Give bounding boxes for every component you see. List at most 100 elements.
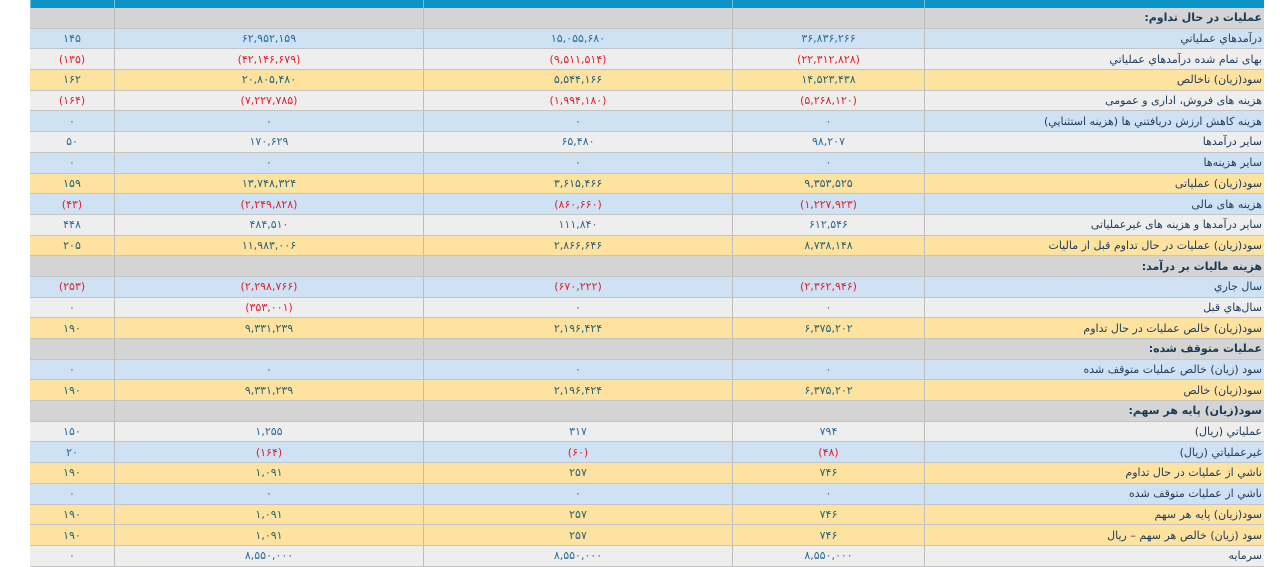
- value-period-3: ۱۱,۹۸۳,۰۰۶: [114, 235, 423, 256]
- change-percent: ۰: [69, 487, 75, 501]
- table-row: سود(زیان) خالص ۶,۳۷۵,۲۰۲ ۲,۱۹۶,۴۲۴ ۹,۳۳۱,۲۳…: [30, 380, 1264, 402]
- table-row: بهای تمام شده درآمدهاي عملياتي (۲۲,۳۱۲,۸۲…: [30, 49, 1264, 71]
- value-period-1: ۷۴۶: [732, 504, 924, 525]
- value-period-3: ۰: [114, 359, 423, 380]
- row-label: ناشي از عمليات در حال تداوم: [924, 463, 1264, 483]
- change-percent: ۰: [69, 156, 75, 170]
- section-header-row: هزینه مالیات بر درآمد:: [30, 256, 1264, 277]
- row-label: سود (زيان) خالص هر سهم – ريال: [924, 525, 1264, 545]
- table-row: سرمايه ۸,۵۵۰,۰۰۰ ۸,۵۵۰,۰۰۰ ۸,۵۵۰,۰۰۰ ۰: [30, 545, 1264, 567]
- row-label: سال جاري: [924, 276, 1264, 297]
- table-row: سایر درآمدها و هزینه های غیرعملیاتی ۶۱۲,۵…: [30, 214, 1264, 236]
- table-row: سود(زیان) خالص عملیات در حال تداوم ۶,۳۷۵,…: [30, 318, 1264, 339]
- table-row: سود(زیان) ناخالص ۱۴,۵۲۳,۴۳۸ ۵,۵۴۴,۱۶۶ ۲۰,۸۰…: [30, 70, 1264, 91]
- value-period-2: ۱۵,۰۵۵,۶۸۰: [423, 28, 732, 49]
- table-row: غيرعملياتي (ريال) (۴۸) (۶۰) (۱۶۴) ۲۰: [30, 442, 1264, 464]
- value-period-2: [423, 8, 732, 28]
- value-period-3: (۴۲,۱۴۶,۶۷۹): [114, 49, 423, 70]
- change-percent: ۱۶۲: [63, 73, 81, 87]
- row-label: عملیات متوقف شده:: [924, 339, 1264, 359]
- value-period-2: ۰: [423, 297, 732, 318]
- row-label: سال‌هاي قبل: [924, 297, 1264, 318]
- change-percent: [30, 401, 114, 421]
- row-label: درآمدهاي عملياتي: [924, 28, 1264, 49]
- value-period-1: ۰: [732, 297, 924, 318]
- value-period-3: ۰: [114, 483, 423, 504]
- change-percent: ۰: [69, 300, 75, 314]
- value-period-3: ۱,۲۵۵: [114, 421, 423, 442]
- value-period-3: ۱۷۰,۶۲۹: [114, 132, 423, 152]
- value-period-3: (۱۶۴): [114, 442, 423, 463]
- row-label: سرمايه: [924, 545, 1264, 566]
- table-row: سود(زيان) پايه هر سهم ۷۴۶ ۲۵۷ ۱,۰۹۱ ۱۹۰: [30, 504, 1264, 526]
- change-percent: ۱۹۰: [63, 383, 81, 397]
- table-row: سود (زیان) خالص عملیات متوقف شده ۰ ۰ ۰ ۰: [30, 359, 1264, 381]
- row-label: هزینه های مالی: [924, 194, 1264, 214]
- value-period-2: ۶۵,۴۸۰: [423, 132, 732, 152]
- value-period-2: ۲,۱۹۶,۴۲۴: [423, 380, 732, 401]
- row-label: سایر هزینه‌ها: [924, 152, 1264, 173]
- value-period-2: ۲۵۷: [423, 504, 732, 525]
- table-row: هزینه های مالی (۱,۲۲۷,۹۲۳) (۸۶۰,۶۶۰) (۲,۲۴۹…: [30, 194, 1264, 215]
- table-row: ناشي از عمليات متوقف شده ۰ ۰ ۰ ۰: [30, 483, 1264, 505]
- value-period-2: ۰: [423, 152, 732, 173]
- value-period-1: ۰: [732, 483, 924, 504]
- value-period-2: ۳,۶۱۵,۴۶۶: [423, 173, 732, 194]
- value-period-3: (۲,۲۹۸,۷۶۶): [114, 276, 423, 297]
- table-row: سود(زیان) عملیاتی ۹,۳۵۳,۵۲۵ ۳,۶۱۵,۴۶۶ ۱۳,۷۴…: [30, 173, 1264, 195]
- change-percent: ۱۵۹: [63, 176, 81, 190]
- value-period-3: ۰: [114, 152, 423, 173]
- header-cell-label: [924, 0, 1264, 8]
- value-period-1: ۷۴۶: [732, 463, 924, 483]
- value-period-2: (۶۷۰,۲۲۲): [423, 276, 732, 297]
- value-period-3: ۱۳,۷۴۸,۳۲۴: [114, 173, 423, 194]
- row-label: سود(زیان) خالص عملیات در حال تداوم: [924, 318, 1264, 338]
- value-period-1: [732, 256, 924, 276]
- change-percent: (۱۶۴): [58, 94, 86, 108]
- change-percent: ۱۹۰: [63, 466, 81, 480]
- value-period-3: [114, 401, 423, 421]
- header-cell-period-2: [423, 0, 732, 8]
- value-period-3: (۷,۲۲۷,۷۸۵): [114, 90, 423, 111]
- value-period-1: (۲۲,۳۱۲,۸۲۸): [732, 49, 924, 70]
- value-period-3: ۹,۳۳۱,۲۳۹: [114, 318, 423, 338]
- value-period-2: ۱۱۱,۸۴۰: [423, 214, 732, 235]
- row-label: هزینه مالیات بر درآمد:: [924, 256, 1264, 276]
- value-period-2: (۶۰): [423, 442, 732, 463]
- section-header-row: عملیات در حال تداوم:: [30, 8, 1264, 29]
- row-label: سود (زیان) خالص عملیات متوقف شده: [924, 359, 1264, 380]
- value-period-2: ۸,۵۵۰,۰۰۰: [423, 545, 732, 566]
- section-header-row: سود(زيان) پايه هر سهم:: [30, 401, 1264, 422]
- value-period-2: ۲,۱۹۶,۴۲۴: [423, 318, 732, 338]
- value-period-1: ۷۹۴: [732, 421, 924, 442]
- value-period-2: (۸۶۰,۶۶۰): [423, 194, 732, 214]
- value-period-1: ۰: [732, 359, 924, 380]
- value-period-3: ۶۲,۹۵۲,۱۵۹: [114, 28, 423, 49]
- value-period-1: [732, 8, 924, 28]
- value-period-1: ۸,۵۵۰,۰۰۰: [732, 545, 924, 566]
- table-row: سود (زيان) خالص هر سهم – ريال ۷۴۶ ۲۵۷ ۱,۰۹۱…: [30, 525, 1264, 546]
- value-period-2: ۰: [423, 111, 732, 132]
- value-period-3: ۴۸۴,۵۱۰: [114, 214, 423, 235]
- change-percent: ۱۹۰: [63, 507, 81, 521]
- row-label: سود(زیان) عملیاتی: [924, 173, 1264, 194]
- value-period-2: ۰: [423, 483, 732, 504]
- table-row: سایر درآمدها ۹۸,۲۰۷ ۶۵,۴۸۰ ۱۷۰,۶۲۹ ۵۰: [30, 132, 1264, 153]
- value-period-1: (۴۸): [732, 442, 924, 463]
- value-period-1: (۵,۲۶۸,۱۲۰): [732, 90, 924, 111]
- table-row: سال جاري (۲,۳۶۲,۹۴۶) (۶۷۰,۲۲۲) (۲,۲۹۸,۷۶۶) (…: [30, 276, 1264, 298]
- value-period-1: ۹,۳۵۳,۵۲۵: [732, 173, 924, 194]
- row-label: سود(زيان) پايه هر سهم: [924, 504, 1264, 525]
- table-row: سایر هزینه‌ها ۰ ۰ ۰ ۰: [30, 152, 1264, 174]
- change-percent: ۰: [69, 363, 75, 377]
- table-row: هزینه کاهش ارزش دريافتني ها (هزينه استثن…: [30, 111, 1264, 133]
- value-period-1: ۷۴۶: [732, 525, 924, 545]
- value-period-1: ۶,۳۷۵,۲۰۲: [732, 380, 924, 401]
- value-period-3: (۲,۲۴۹,۸۲۸): [114, 194, 423, 214]
- table-row: ناشي از عمليات در حال تداوم ۷۴۶ ۲۵۷ ۱,۰۹۱ ۱۹…: [30, 463, 1264, 484]
- row-label: سود(زیان) عملیات در حال تداوم قبل از مال…: [924, 235, 1264, 256]
- value-period-3: [114, 256, 423, 276]
- change-percent: ۱۵۰: [63, 425, 81, 439]
- change-percent: (۲۵۳): [58, 280, 86, 294]
- value-period-2: ۰: [423, 359, 732, 380]
